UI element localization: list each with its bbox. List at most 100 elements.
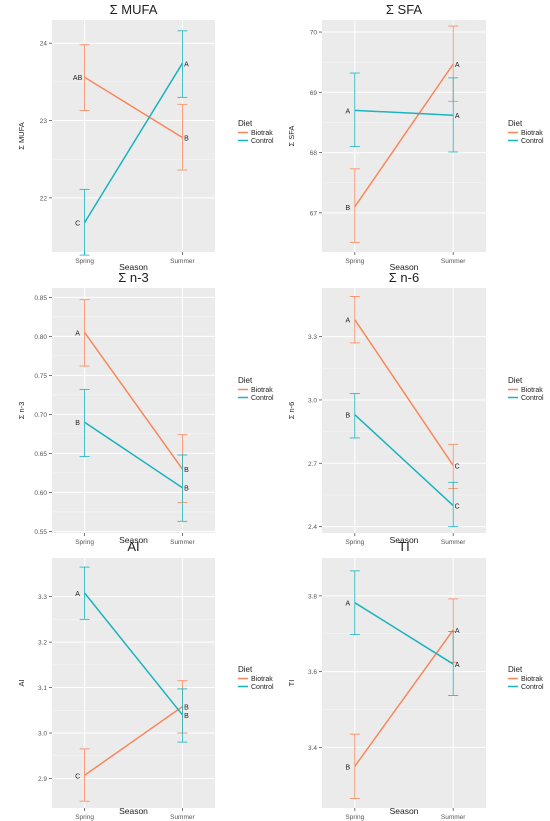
group-letter: A xyxy=(75,591,80,598)
plot-background xyxy=(322,288,486,533)
series-line xyxy=(354,319,454,466)
legend-label-control: Control xyxy=(521,684,544,691)
legend-title: Diet xyxy=(508,119,523,128)
x-tick-label-spring: Spring xyxy=(75,258,94,265)
group-letter: B xyxy=(184,705,189,712)
y-tick-label: 0.55 xyxy=(34,529,47,536)
y-tick-label: 0.65 xyxy=(34,451,47,458)
y-tick-label: 3.8 xyxy=(308,593,317,600)
legend-label-biotrak: Biotrak xyxy=(251,676,273,683)
series-line xyxy=(354,629,454,767)
series-line xyxy=(84,421,183,489)
y-tick-label: 70 xyxy=(310,30,318,37)
group-letter: B xyxy=(75,420,80,427)
series-line xyxy=(354,109,454,116)
chart-title: AI xyxy=(127,539,139,554)
x-tick-label-summer: Summer xyxy=(441,258,466,265)
series-biotrak: AB B xyxy=(73,44,189,171)
group-letter: A xyxy=(455,62,460,69)
y-tick-label: 0.60 xyxy=(34,490,47,497)
group-letter: A xyxy=(184,61,189,68)
y-tick-label: 68 xyxy=(310,150,318,157)
series-biotrak: AC xyxy=(345,296,460,490)
group-letter: B xyxy=(184,136,189,143)
chart-title: Σ SFA xyxy=(386,2,423,17)
legend-label-control: Control xyxy=(251,138,274,145)
series-line xyxy=(84,76,183,139)
series-line xyxy=(354,414,454,507)
legend-label-biotrak: Biotrak xyxy=(251,387,273,394)
y-tick-label: 23 xyxy=(40,118,48,125)
y-axis-title: AI xyxy=(17,679,26,686)
series-line xyxy=(84,592,183,716)
x-tick-label-spring: Spring xyxy=(345,814,364,821)
y-axis-title: Σ SFA xyxy=(287,126,296,147)
group-letter: C xyxy=(75,773,80,780)
group-letter: B xyxy=(184,467,189,474)
legend-label-biotrak: Biotrak xyxy=(521,130,543,137)
x-tick-label-spring: Spring xyxy=(345,539,364,546)
y-tick-label: 3.2 xyxy=(38,640,47,647)
group-letter: B xyxy=(184,486,189,493)
y-tick-label: 3.3 xyxy=(308,334,317,341)
x-tick-label-summer: Summer xyxy=(170,539,195,546)
legend-title: Diet xyxy=(508,376,523,385)
series-control: AA xyxy=(345,570,460,696)
group-letter: B xyxy=(345,413,350,420)
y-axis-title: Σ n-6 xyxy=(287,402,296,420)
x-axis-title: Season xyxy=(119,806,148,816)
legend-title: Diet xyxy=(508,665,523,674)
x-tick-label-spring: Spring xyxy=(75,814,94,821)
chart-title: Σ n-6 xyxy=(389,270,419,285)
series-control: CA xyxy=(75,30,189,256)
x-tick-label-summer: Summer xyxy=(441,814,466,821)
legend-label-control: Control xyxy=(251,395,274,402)
y-tick-label: 0.80 xyxy=(34,334,47,341)
group-letter: A xyxy=(75,330,80,337)
chart-title: Σ MUFA xyxy=(110,2,158,17)
y-tick-label: 3.1 xyxy=(38,685,47,692)
legend-label-biotrak: Biotrak xyxy=(251,130,273,137)
plot-background xyxy=(52,20,215,252)
y-tick-label: 3.0 xyxy=(38,731,47,738)
legend-title: Diet xyxy=(238,665,253,674)
group-letter: B xyxy=(345,205,350,212)
series-control: AA xyxy=(345,72,460,153)
y-tick-label: 69 xyxy=(310,90,318,97)
y-tick-label: 24 xyxy=(40,41,48,48)
series-line xyxy=(354,63,454,208)
chart-panel-3: Σ n-3 0.55 0.60 0.65 0.70 0.75 0.80 0.85 Spring S… xyxy=(17,270,274,546)
plot-background xyxy=(52,288,215,533)
x-axis-title: Season xyxy=(119,262,148,272)
y-tick-label: 2.4 xyxy=(308,524,317,531)
x-tick-label-summer: Summer xyxy=(441,539,466,546)
group-letter: C xyxy=(455,504,460,511)
y-tick-label: 67 xyxy=(310,210,318,217)
y-tick-label: 3.6 xyxy=(308,669,317,676)
group-letter: B xyxy=(184,713,189,720)
y-tick-label: 3.0 xyxy=(308,397,317,404)
group-letter: A xyxy=(455,113,460,120)
x-tick-label-spring: Spring xyxy=(345,258,364,265)
series-line xyxy=(354,602,454,665)
chart-title: Σ n-3 xyxy=(118,270,148,285)
group-letter: B xyxy=(345,764,350,771)
group-letter: A xyxy=(345,601,350,608)
group-letter: AB xyxy=(73,75,83,82)
series-control: BB xyxy=(75,389,189,522)
x-axis-title: Season xyxy=(390,535,419,545)
y-tick-label: 2.7 xyxy=(308,461,317,468)
x-tick-label-summer: Summer xyxy=(170,814,195,821)
x-axis-title: Season xyxy=(390,806,419,816)
group-letter: A xyxy=(455,662,460,669)
y-tick-label: 2.9 xyxy=(38,776,47,783)
legend-title: Diet xyxy=(238,119,253,128)
